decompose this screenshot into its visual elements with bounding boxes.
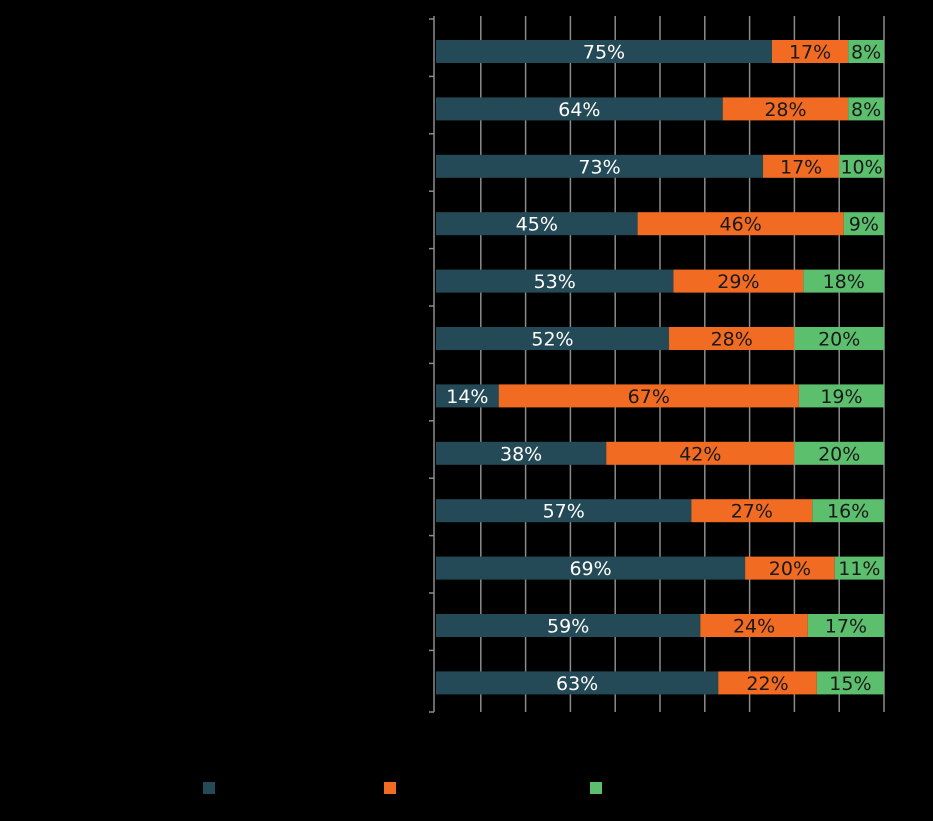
bar-segment-series-2 [722, 97, 849, 121]
data-label: 46% [720, 214, 762, 236]
bar-row: 59% 24% 17% [436, 614, 884, 638]
data-label: 27% [731, 501, 773, 523]
data-label: 11% [838, 558, 880, 580]
bar-segment-series-2 [637, 212, 844, 236]
bar-segment-series-3 [798, 384, 884, 408]
bar-row: 69% 20% 11% [436, 556, 884, 580]
data-label: 9% [849, 214, 879, 236]
y-axis [429, 16, 435, 713]
data-label: 8% [851, 42, 881, 64]
data-label: 16% [827, 501, 869, 523]
bar-segment-series-3 [839, 154, 884, 178]
bar-segment-series-1 [436, 40, 772, 63]
legend-swatch-series-2 [384, 782, 396, 794]
bar-segment-series-1 [436, 441, 607, 465]
data-label: 17% [789, 42, 831, 64]
bar-row: 38% 42% 20% [436, 441, 884, 465]
bar-row: 75% 17% 8% [436, 40, 884, 64]
data-label: 28% [711, 329, 753, 351]
data-label: 8% [851, 99, 881, 121]
data-label: 20% [818, 329, 860, 351]
data-label: 69% [569, 558, 611, 580]
bar-segment-series-1 [436, 154, 764, 178]
data-label: 53% [534, 271, 576, 293]
bar-segment-series-1 [436, 614, 701, 637]
data-label: 20% [769, 558, 811, 580]
bar-segment-series-2 [700, 614, 808, 637]
bar-segment-series-3 [803, 269, 884, 293]
data-label: 29% [717, 271, 759, 293]
bar-segment-series-1 [436, 556, 746, 580]
data-label: 64% [558, 99, 600, 121]
bar-segment-series-2 [606, 441, 795, 465]
bar-segment-series-3 [834, 556, 884, 580]
data-label: 45% [516, 214, 558, 236]
legend-swatch-series-3 [590, 782, 602, 794]
legend [203, 782, 602, 794]
bar-row: 14% 67% 19% [436, 384, 884, 408]
bar-segment-series-2 [691, 499, 813, 523]
bar-rows: 75% 17% 8% 64% 28% 8% 73% 17% 10% 45% 46% 9% 53% 29% 1… [436, 40, 884, 695]
bar-segment-series-3 [812, 499, 884, 523]
bar-segment-series-2 [668, 327, 795, 350]
bar-segment-series-1 [436, 671, 719, 695]
data-label: 52% [531, 329, 573, 351]
data-label: 17% [825, 616, 867, 638]
data-label: 19% [820, 386, 862, 408]
data-label: 18% [823, 271, 865, 293]
bar-segment-series-2 [763, 154, 840, 178]
bar-segment-series-3 [843, 212, 884, 236]
bar-segment-series-1 [436, 327, 669, 350]
bar-segment-series-3 [848, 40, 884, 63]
data-label: 63% [556, 673, 598, 695]
bar-row: 52% 28% 20% [436, 327, 884, 351]
data-label: 73% [578, 156, 620, 178]
data-label: 28% [764, 99, 806, 121]
bar-segment-series-3 [794, 441, 884, 465]
data-label: 15% [829, 673, 871, 695]
bar-segment-series-1 [436, 97, 723, 121]
data-label: 38% [500, 443, 542, 465]
bar-row: 45% 46% 9% [436, 212, 884, 236]
bar-segment-series-1 [436, 384, 499, 408]
bar-segment-series-2 [673, 269, 804, 293]
bar-row: 63% 22% 15% [436, 671, 884, 695]
bar-row: 73% 17% 10% [436, 154, 884, 178]
data-label: 14% [446, 386, 488, 408]
data-label: 75% [583, 42, 625, 64]
data-label: 57% [543, 501, 585, 523]
gridlines [480, 16, 885, 712]
bar-row: 57% 27% 16% [436, 499, 884, 523]
bar-segment-series-2 [772, 40, 849, 63]
bar-segment-series-2 [745, 556, 835, 580]
bar-segment-series-3 [848, 97, 884, 121]
legend-swatch-series-1 [203, 782, 215, 794]
bar-segment-series-3 [794, 327, 884, 350]
data-label: 22% [746, 673, 788, 695]
bar-segment-series-3 [816, 671, 884, 695]
bar-row: 64% 28% 8% [436, 97, 884, 121]
bar-segment-series-2 [498, 384, 799, 408]
data-label: 59% [547, 616, 589, 638]
data-label: 20% [818, 443, 860, 465]
bar-segment-series-2 [718, 671, 817, 695]
data-label: 10% [840, 156, 882, 178]
bar-segment-series-1 [436, 212, 638, 236]
bar-segment-series-3 [807, 614, 884, 637]
bar-row: 53% 29% 18% [436, 269, 884, 293]
data-label: 42% [679, 443, 721, 465]
data-label: 17% [780, 156, 822, 178]
bar-segment-series-1 [436, 269, 674, 293]
data-label: 67% [628, 386, 670, 408]
data-label: 24% [733, 616, 775, 638]
bar-segment-series-1 [436, 499, 692, 523]
